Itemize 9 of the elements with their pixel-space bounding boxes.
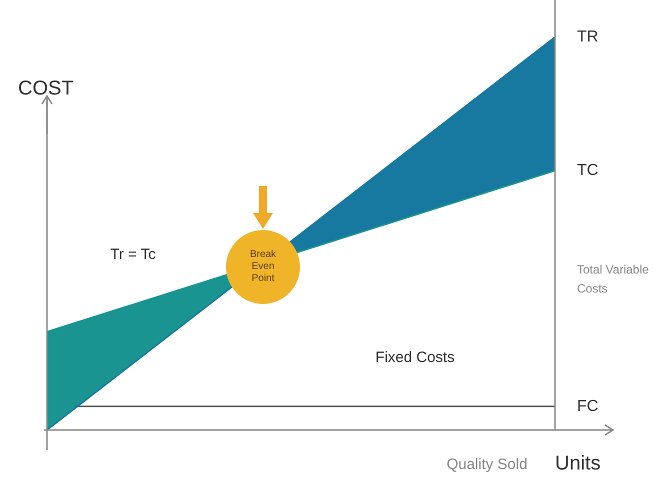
annotation: Fixed Costs [375,349,455,366]
x-axis-title: Units [555,452,601,475]
annotation: Tr = Tc [110,246,156,264]
y-axis-title: COST [18,78,74,100]
text: Total Variable Costs [577,262,650,296]
series-label: TC [577,162,598,180]
series-label: TR [577,28,598,46]
text: Quality Sold [446,456,528,474]
series-label: FC [577,398,598,415]
